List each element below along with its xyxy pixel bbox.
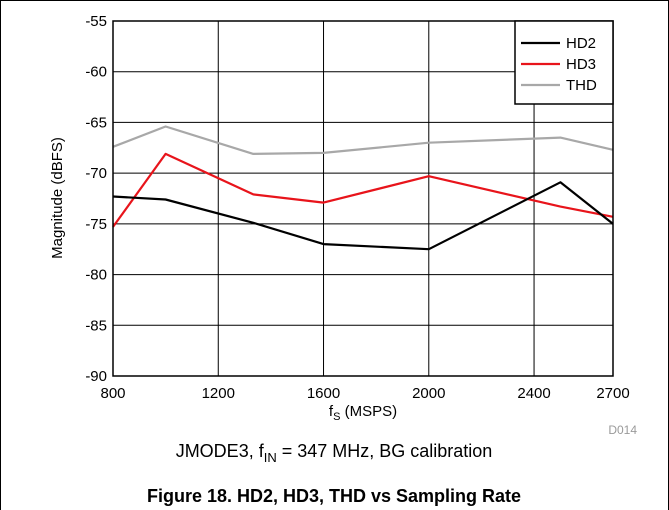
legend-box [514, 20, 614, 105]
x-axis-title: fS (MSPS) [329, 403, 397, 423]
y-tick-label: -90 [85, 368, 107, 385]
y-tick-label: -75 [85, 216, 107, 233]
x-tick-label: 800 [100, 385, 125, 402]
legend-label-hd2: HD2 [566, 35, 596, 52]
subtitle-post: = 347 MHz, BG calibration [277, 441, 493, 461]
plot-area-border [112, 20, 614, 377]
y-tick-label: -80 [85, 267, 107, 284]
figure-caption: Figure 18. HD2, HD3, THD vs Sampling Rat… [147, 486, 521, 506]
y-tick-labels: -55 -60 -65 -70 -75 -80 -85 -90 [85, 13, 107, 385]
x-axis-title-subscript: S [333, 411, 340, 423]
x-tick-label: 1200 [202, 385, 235, 402]
legend: HD2 HD3 THD [514, 20, 614, 105]
series-line-hd3 [112, 152, 614, 228]
y-axis-title: Magnitude (dBFS) [49, 137, 66, 259]
legend-label-hd3: HD3 [566, 56, 596, 73]
figure-code: D014 [608, 423, 637, 437]
y-tick-label: -70 [85, 165, 107, 182]
y-tick-label: -55 [85, 13, 107, 30]
x-axis-title-unit: (MSPS) [340, 403, 397, 420]
x-axis-title-main: f [329, 403, 334, 420]
legend-label-thd: THD [566, 77, 597, 94]
chart-subtitle: JMODE3, fIN = 347 MHz, BG calibration [176, 441, 493, 465]
x-tick-labels: 800 1200 1600 2000 2400 2700 [100, 385, 629, 402]
y-tick-label: -60 [85, 64, 107, 81]
x-tick-label: 2400 [517, 385, 550, 402]
subtitle-pre: JMODE3, f [176, 441, 265, 461]
y-tick-label: -85 [85, 317, 107, 334]
series-line-hd2 [112, 181, 614, 251]
y-tick-label: -65 [85, 114, 107, 131]
series-layer [112, 125, 614, 251]
series-line-thd [112, 125, 614, 155]
subtitle-subscript: IN [264, 450, 277, 465]
x-tick-label: 2700 [596, 385, 629, 402]
x-tick-label: 1600 [307, 385, 340, 402]
x-tick-label: 2000 [412, 385, 445, 402]
